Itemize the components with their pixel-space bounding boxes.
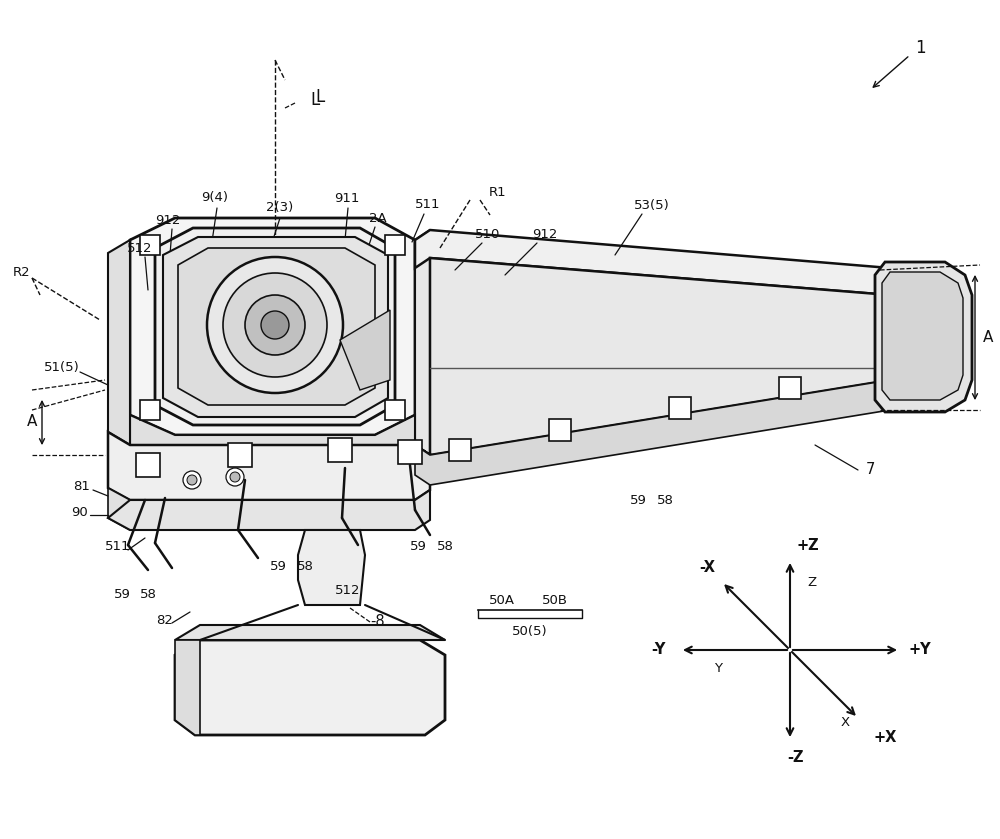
Bar [549, 419, 571, 441]
Text: 511: 511 [105, 540, 131, 554]
Bar [385, 400, 405, 420]
Text: 90: 90 [72, 506, 88, 519]
Bar [398, 440, 422, 464]
Text: 50B: 50B [542, 593, 568, 607]
Text: -X: -X [699, 560, 715, 575]
Text: 2A: 2A [369, 211, 387, 225]
Polygon shape [155, 228, 395, 425]
Bar [328, 438, 352, 462]
Text: 82: 82 [157, 613, 173, 627]
Text: A: A [983, 331, 993, 346]
Text: 911: 911 [334, 191, 360, 205]
Text: A: A [27, 414, 37, 430]
Polygon shape [415, 230, 430, 455]
Bar [140, 400, 160, 420]
Circle shape [207, 257, 343, 393]
Text: 53(5): 53(5) [634, 199, 670, 211]
Circle shape [245, 295, 305, 355]
Text: 58: 58 [297, 560, 313, 574]
Text: 511: 511 [415, 199, 441, 211]
Text: 50A: 50A [489, 593, 515, 607]
Text: Z: Z [807, 576, 817, 588]
Polygon shape [175, 625, 445, 640]
Text: 59: 59 [410, 540, 426, 554]
Circle shape [223, 273, 327, 377]
Text: -Z: -Z [787, 751, 803, 765]
Polygon shape [163, 237, 388, 417]
Bar [385, 235, 405, 255]
Text: 59: 59 [270, 560, 286, 574]
Bar [228, 443, 252, 467]
Circle shape [187, 475, 197, 485]
Polygon shape [415, 258, 940, 455]
Text: 58: 58 [140, 588, 156, 602]
Polygon shape [108, 490, 430, 530]
Text: 512: 512 [335, 583, 361, 597]
Text: 512: 512 [127, 242, 153, 254]
Text: -8: -8 [371, 614, 385, 629]
Bar [449, 439, 471, 461]
Text: 510: 510 [475, 228, 501, 242]
Text: R2: R2 [13, 265, 31, 279]
Text: 7: 7 [865, 462, 875, 477]
Text: 50(5): 50(5) [512, 626, 548, 638]
Polygon shape [108, 240, 130, 445]
Polygon shape [298, 530, 365, 605]
Text: 51(5): 51(5) [44, 362, 80, 374]
Polygon shape [175, 640, 200, 735]
Text: 1: 1 [915, 39, 925, 57]
Text: L: L [310, 91, 320, 109]
Text: +Z: +Z [797, 538, 819, 553]
Text: 58: 58 [437, 540, 453, 554]
Text: Y: Y [714, 661, 722, 675]
Text: 59: 59 [114, 588, 130, 602]
Polygon shape [340, 310, 390, 390]
Text: +X: +X [873, 731, 897, 746]
Polygon shape [130, 218, 415, 435]
Polygon shape [415, 230, 940, 295]
Circle shape [261, 311, 289, 339]
Text: L: L [315, 88, 325, 106]
Text: 81: 81 [74, 481, 90, 493]
Circle shape [183, 471, 201, 489]
Text: 2(3): 2(3) [266, 201, 294, 215]
Polygon shape [108, 488, 130, 530]
Polygon shape [415, 380, 890, 485]
Text: 912: 912 [155, 213, 181, 227]
Circle shape [226, 468, 244, 486]
Text: 912: 912 [532, 228, 558, 242]
Bar [779, 377, 801, 399]
Text: -Y: -Y [651, 643, 665, 658]
Polygon shape [175, 640, 445, 735]
Bar [140, 235, 160, 255]
Polygon shape [108, 432, 430, 500]
Text: 59: 59 [630, 493, 646, 507]
Circle shape [230, 472, 240, 482]
Polygon shape [882, 272, 963, 400]
Text: +Y: +Y [909, 643, 931, 658]
Bar [136, 453, 160, 477]
Bar [669, 397, 691, 419]
Text: X: X [840, 716, 850, 728]
Text: 58: 58 [657, 493, 673, 507]
Polygon shape [178, 248, 375, 405]
Text: R1: R1 [489, 186, 507, 200]
Polygon shape [130, 415, 415, 465]
Text: 9(4): 9(4) [202, 191, 228, 205]
Polygon shape [875, 262, 972, 412]
